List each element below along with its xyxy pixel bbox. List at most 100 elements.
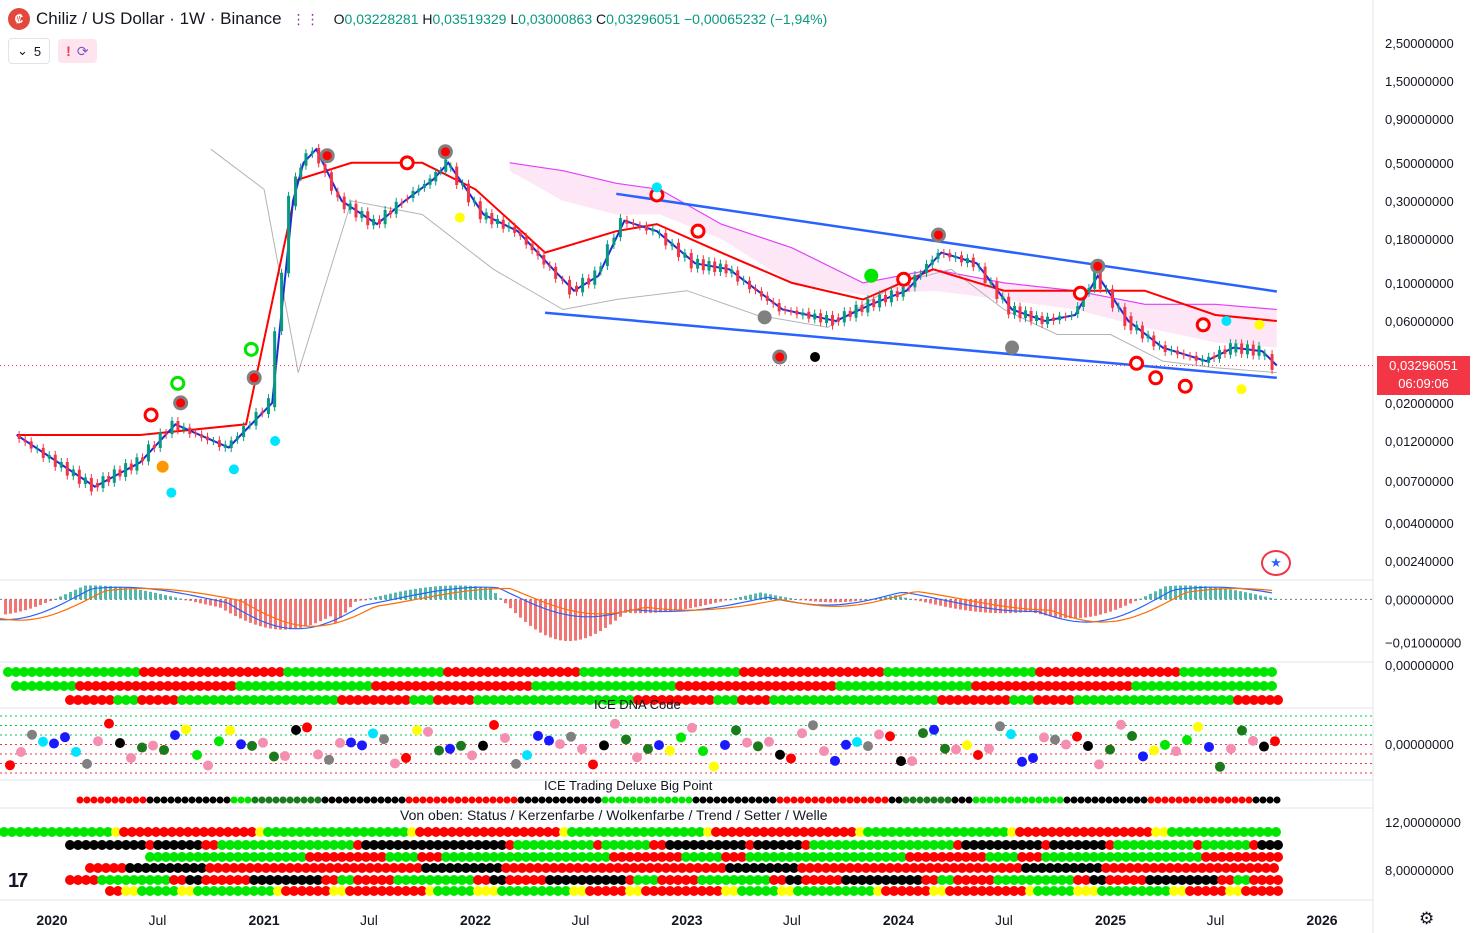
strip-dot xyxy=(769,875,779,885)
x-tick-label: Jul xyxy=(571,912,589,928)
macd-bar xyxy=(929,599,932,604)
strip-dot xyxy=(79,827,89,837)
strip-dot xyxy=(851,667,861,677)
bigpoint-dot xyxy=(860,796,868,804)
macd-bar xyxy=(1039,599,1042,615)
strip-dot xyxy=(1265,875,1275,885)
bigpoint-dot xyxy=(328,796,336,804)
macd-bar xyxy=(714,599,717,603)
dna-dot xyxy=(401,752,411,763)
alert-refresh-group[interactable]: ! ⟳ xyxy=(58,39,97,63)
macd-bar xyxy=(214,599,217,607)
strip-dot xyxy=(23,827,33,837)
strip-dot xyxy=(939,667,949,677)
strip-dot xyxy=(967,827,977,837)
strip-dot xyxy=(561,886,571,896)
strip-dot xyxy=(449,852,459,862)
strip-dot xyxy=(401,695,411,705)
strip-dot xyxy=(241,695,251,705)
tradingview-logo[interactable]: 17 xyxy=(8,870,28,892)
strip-dot xyxy=(619,681,629,691)
strip-dot xyxy=(953,852,963,862)
strip-dot xyxy=(945,886,955,896)
cloud-fill-area xyxy=(509,162,1277,348)
strip-dot xyxy=(457,886,467,896)
strip-dot xyxy=(307,667,317,677)
dna-dot xyxy=(159,744,169,755)
strip-dot xyxy=(993,886,1003,896)
strip-dot xyxy=(873,886,883,896)
strip-dot xyxy=(1151,827,1161,837)
symbol-title[interactable]: Chiliz / US Dollar · 1W · Binance xyxy=(36,9,282,28)
strip-dot xyxy=(251,667,261,677)
us-flag-icon[interactable]: ★ xyxy=(1261,550,1291,576)
strip-dot xyxy=(111,827,121,837)
macd-bar xyxy=(1064,599,1067,619)
candle-body xyxy=(1218,349,1222,359)
strip-dot xyxy=(281,695,291,705)
strip-dot xyxy=(477,863,487,873)
bigpoint-dot xyxy=(265,796,273,804)
strip-dot xyxy=(203,667,213,677)
share-icon[interactable]: ⋮⋮ xyxy=(291,10,320,27)
bigpoint-dot xyxy=(552,796,560,804)
bigpoint-dot xyxy=(1252,796,1260,804)
strip-dot xyxy=(577,840,587,850)
strip-dot xyxy=(83,667,93,677)
strip-dot xyxy=(657,886,667,896)
candle-body xyxy=(759,291,763,297)
channel-lower-line xyxy=(544,311,1277,380)
strip-dot xyxy=(463,827,473,837)
strip-dot xyxy=(1065,695,1075,705)
strip-dot xyxy=(521,695,531,705)
candle-body xyxy=(1194,355,1198,361)
candle-body xyxy=(638,225,642,227)
strip-dot xyxy=(281,875,291,885)
strip-dot xyxy=(985,695,995,705)
symbol-legend[interactable]: ₡ Chiliz / US Dollar · 1W · Binance ⋮⋮ O… xyxy=(8,6,827,32)
dna-dot xyxy=(819,746,829,757)
strip-dot xyxy=(363,667,373,677)
strip-dot xyxy=(881,886,891,896)
strip-dot xyxy=(1017,875,1027,885)
strip-dot xyxy=(107,667,117,677)
strip-dot xyxy=(385,695,395,705)
strip-dot xyxy=(587,667,597,677)
strip-dot xyxy=(601,695,611,705)
candle-body xyxy=(854,304,858,318)
strip-dot xyxy=(1067,667,1077,677)
settings-icon[interactable]: ⚙ xyxy=(1419,909,1435,928)
strip-dot xyxy=(545,886,555,896)
macd-bar xyxy=(829,599,832,603)
alert-icon[interactable]: ! xyxy=(66,43,71,59)
strip-dot xyxy=(291,681,301,691)
strip-dot xyxy=(1161,695,1171,705)
indicators-toggle-button[interactable]: ⌄ 5 xyxy=(8,38,51,64)
macd-bar xyxy=(154,592,157,600)
strip-dot xyxy=(1029,863,1039,873)
strip-dot xyxy=(131,681,141,691)
strip-dot xyxy=(101,863,111,873)
strip-dot xyxy=(769,852,779,862)
strip-dot xyxy=(549,863,559,873)
strip-dot xyxy=(177,852,187,862)
strip-dot xyxy=(633,852,643,862)
strip-dot xyxy=(1109,863,1119,873)
strip-dot xyxy=(793,852,803,862)
strip-dot xyxy=(1169,840,1179,850)
strip-dot xyxy=(145,875,155,885)
strip-dot xyxy=(1081,840,1091,850)
strip-dot xyxy=(897,840,907,850)
strip-dot xyxy=(1263,827,1273,837)
strip-dot xyxy=(1009,852,1019,862)
strip-dot xyxy=(1015,827,1025,837)
strip-dot xyxy=(615,827,625,837)
strip-dot xyxy=(345,695,355,705)
dna-dot xyxy=(698,746,708,757)
strip-dot xyxy=(1057,695,1067,705)
strip-dot xyxy=(593,886,603,896)
bigpoint-dot xyxy=(993,796,1001,804)
refresh-icon[interactable]: ⟳ xyxy=(76,42,89,59)
